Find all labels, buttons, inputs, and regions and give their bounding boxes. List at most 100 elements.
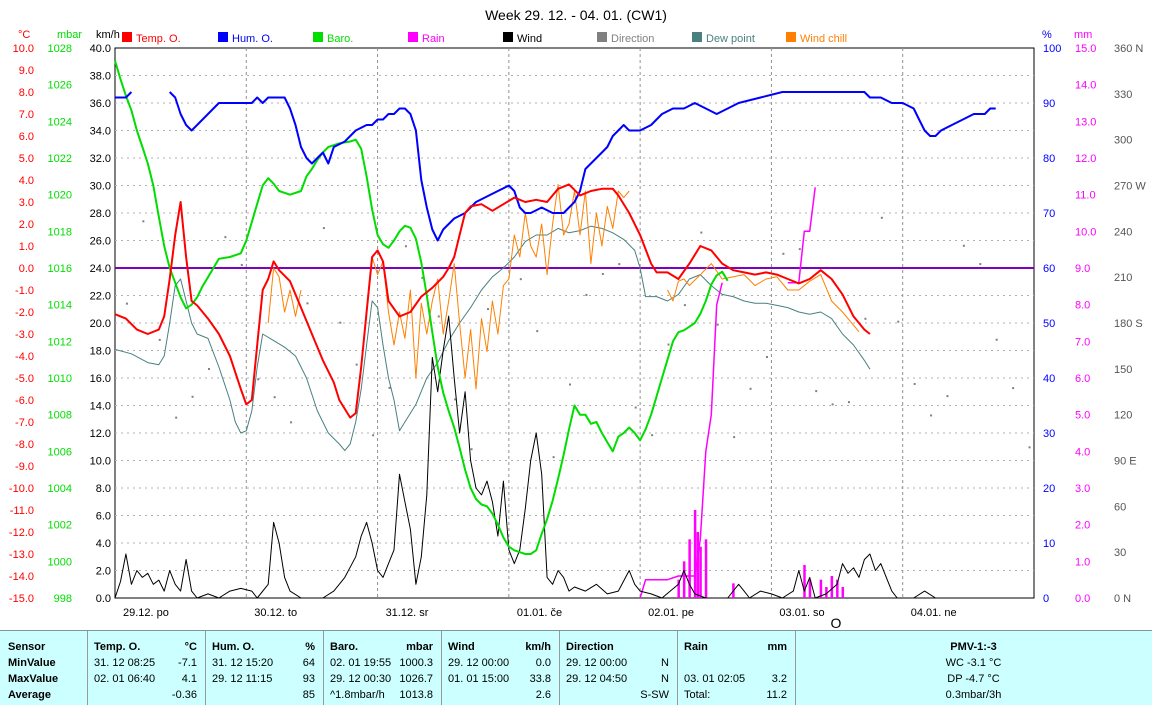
temp-tick: 3.0 <box>19 197 34 209</box>
legend-swatch <box>786 32 796 42</box>
wind-tick: 2.0 <box>96 566 111 578</box>
hum-o-line <box>115 91 133 99</box>
dir-tick: 240 <box>1114 226 1132 238</box>
temp-tick: -4.0 <box>15 351 34 363</box>
rain-total-label: Total: <box>684 689 711 701</box>
rain-bar <box>819 579 823 598</box>
legend-label: Temp. O. <box>136 33 181 45</box>
direction-dot <box>749 387 752 390</box>
wind-tick: 38.0 <box>90 71 111 83</box>
baro-unit: mbar <box>406 641 433 653</box>
dir-tick: 0 N <box>1114 593 1131 605</box>
direction-dot <box>569 383 572 386</box>
stats-dir-col: Direction 29. 12 00:00 N 29. 12 04:50 N S-… <box>560 631 678 705</box>
rain-max-time: 03. 01 02:05 <box>684 673 746 685</box>
temp-max-value: 4.1 <box>181 673 197 685</box>
dir-tick: 330 <box>1114 89 1132 101</box>
wind-chill-line <box>667 263 860 333</box>
wind-tick: 6.0 <box>96 511 111 523</box>
rain-tick: 4.0 <box>1075 446 1090 458</box>
rain-tick: 15.0 <box>1075 43 1096 55</box>
dew-point-line <box>114 225 871 452</box>
wind-tick: 0.0 <box>96 593 111 605</box>
wind-unit-label: km/h <box>96 29 120 41</box>
rain-bars <box>677 510 845 598</box>
direction-dot <box>175 416 178 419</box>
dir-tick: 90 E <box>1114 456 1137 468</box>
legend-label: Direction <box>611 33 654 45</box>
pmv-dew-point: DP -4.7 °C <box>947 673 1000 685</box>
temp-tick: -13.0 <box>9 549 34 561</box>
direction-dot <box>1012 387 1015 390</box>
pmv-wind-chill: WC -3.1 °C <box>945 657 1002 669</box>
wind-tick: 24.0 <box>90 263 111 275</box>
baro-max-time: 29. 12 00:30 <box>330 673 392 685</box>
wind-tick: 12.0 <box>90 428 111 440</box>
day-label: 29.12. po <box>123 607 169 619</box>
wind-tick: 32.0 <box>90 153 111 165</box>
temp-tick: 6.0 <box>19 131 34 143</box>
baro-line <box>114 60 729 555</box>
direction-dot <box>585 293 588 296</box>
wind-min-value: 0.0 <box>535 657 551 669</box>
baro-min-value: 1000.3 <box>399 657 433 669</box>
baro-tick: 1008 <box>48 410 72 422</box>
rain-tick: 5.0 <box>1075 410 1090 422</box>
day-label: 02.01. pe <box>648 607 694 619</box>
hum-tick: 80 <box>1043 153 1055 165</box>
rain-header: Rain <box>684 641 708 653</box>
dir-tick: 120 <box>1114 410 1132 422</box>
direction-dot <box>634 406 637 409</box>
direction-dot <box>191 395 194 398</box>
dir-tick: 360 N <box>1114 43 1143 55</box>
direction-dot <box>782 252 785 255</box>
temp-tick: -5.0 <box>15 373 34 385</box>
rain-tick: 13.0 <box>1075 116 1096 128</box>
temp-tick: -10.0 <box>9 483 34 495</box>
direction-dot <box>486 308 489 311</box>
temp-tick: 2.0 <box>19 219 34 231</box>
wind-avg-value: 2.6 <box>535 689 551 701</box>
direction-dot <box>339 321 342 324</box>
direction-dot <box>618 263 621 266</box>
direction-dot <box>930 414 933 417</box>
wind-tick: 40.0 <box>90 43 111 55</box>
hum-tick: 10 <box>1043 538 1055 550</box>
wind-max-time: 01. 01 15:00 <box>448 673 510 685</box>
wind-tick: 30.0 <box>90 181 111 193</box>
hum-avg-value: 85 <box>302 689 315 701</box>
direction-dot <box>815 390 818 393</box>
temp-tick: 1.0 <box>19 241 34 253</box>
dir-tick: 150 <box>1114 364 1132 376</box>
temp-tick: -8.0 <box>15 439 34 451</box>
hum-max-time: 29. 12 11:15 <box>212 673 273 685</box>
direction-dot <box>995 338 998 341</box>
direction-dot <box>683 304 686 307</box>
day-label: 04.01. ne <box>911 607 957 619</box>
stats-hum-col: Hum. O.% 31. 12 15:20 64 29. 12 11:15 93 8… <box>206 631 324 705</box>
direction-dot <box>864 317 867 320</box>
day-label: 30.12. to <box>254 607 297 619</box>
legend-swatch <box>408 32 418 42</box>
chart-grid <box>114 47 1035 599</box>
rain-tick: 12.0 <box>1075 153 1096 165</box>
wind-tick: 14.0 <box>90 401 111 413</box>
baro-header: Baro. <box>330 641 359 653</box>
dir-avg-value: S-SW <box>640 689 669 701</box>
direction-dot <box>388 386 391 389</box>
direction-dot <box>519 278 522 281</box>
direction-dots <box>125 216 1031 459</box>
day-label: 01.01. če <box>517 607 562 619</box>
rain-bar <box>688 539 691 598</box>
direction-dot <box>979 263 982 266</box>
dir-min-value: N <box>661 657 669 669</box>
hum-tick: 90 <box>1043 98 1055 110</box>
direction-dot <box>601 272 604 275</box>
baro-tick: 1016 <box>48 263 72 275</box>
baro-tick: 1004 <box>48 483 72 495</box>
temp-tick: 0.0 <box>19 263 34 275</box>
baro-unit-label: mbar <box>57 29 82 41</box>
legend-swatch <box>122 32 132 42</box>
direction-dot <box>421 276 424 279</box>
wind-header: Wind <box>448 641 475 653</box>
